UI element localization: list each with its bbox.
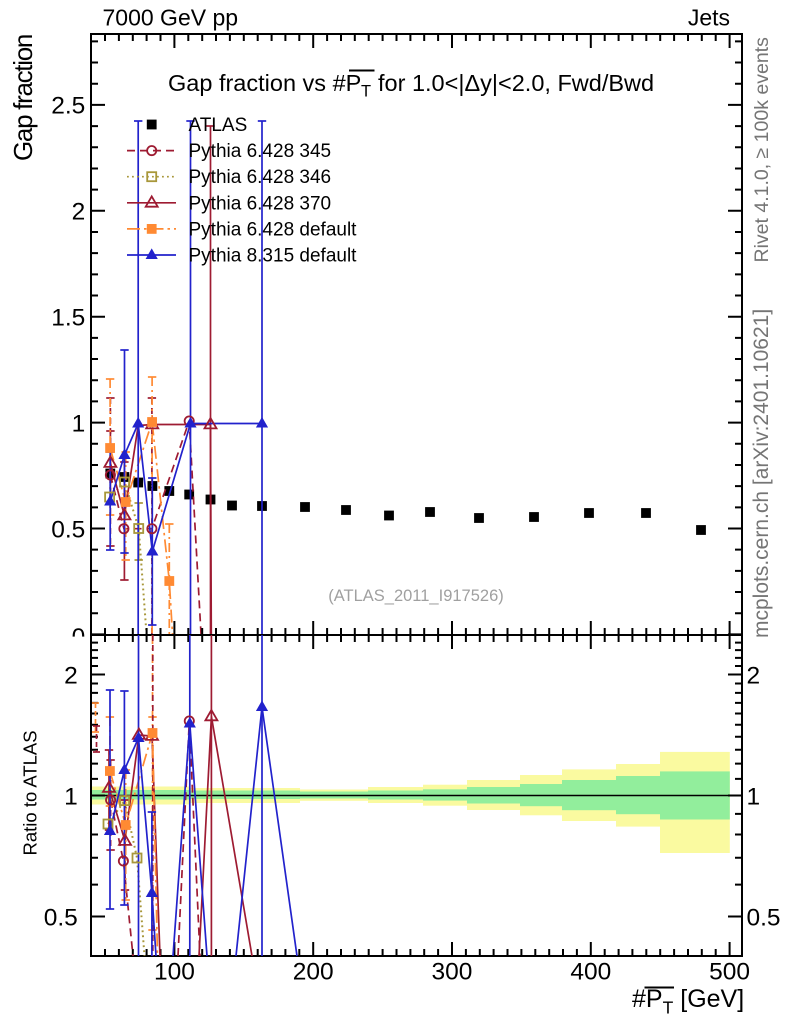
svg-text:1: 1 <box>72 410 86 437</box>
svg-text:2: 2 <box>747 662 761 689</box>
svg-text:Gap fraction vs #P: Gap fraction vs #P <box>168 70 361 96</box>
svg-text:T: T <box>361 83 371 101</box>
svg-text:Pythia 6.428 370: Pythia 6.428 370 <box>189 193 332 214</box>
svg-text:2.5: 2.5 <box>51 93 85 120</box>
svg-text:400: 400 <box>570 959 611 986</box>
svg-text:7000 GeV pp: 7000 GeV pp <box>103 5 239 31</box>
svg-text:Jets: Jets <box>688 5 730 31</box>
svg-text:0.5: 0.5 <box>44 904 78 931</box>
svg-text:Ratio to ATLAS: Ratio to ATLAS <box>20 730 41 855</box>
svg-text:(ATLAS_2011_I917526): (ATLAS_2011_I917526) <box>328 587 504 605</box>
svg-text:Rivet 4.1.0, ≥ 100k events: Rivet 4.1.0, ≥ 100k events <box>751 37 773 263</box>
svg-text:200: 200 <box>293 959 334 986</box>
svg-text:100: 100 <box>154 959 195 986</box>
svg-text:ATLAS: ATLAS <box>189 115 248 136</box>
svg-text:Pythia 6.428 default: Pythia 6.428 default <box>189 219 358 240</box>
svg-text:2: 2 <box>64 662 78 689</box>
svg-text:1.5: 1.5 <box>51 305 85 332</box>
svg-text:500: 500 <box>709 959 750 986</box>
svg-text:0.5: 0.5 <box>747 904 781 931</box>
svg-text:1: 1 <box>747 783 761 810</box>
svg-text:Pythia 6.428 346: Pythia 6.428 346 <box>189 167 332 188</box>
svg-text:Pythia 6.428 345: Pythia 6.428 345 <box>189 141 332 162</box>
svg-text:mcplots.cern.ch [arXiv:2401.10: mcplots.cern.ch [arXiv:2401.10621] <box>750 309 773 638</box>
svg-text:300: 300 <box>432 959 473 986</box>
svg-text:1: 1 <box>64 783 78 810</box>
svg-text:0.5: 0.5 <box>51 516 85 543</box>
svg-text:Gap fraction: Gap fraction <box>8 35 38 161</box>
svg-text:Pythia 8.315 default: Pythia 8.315 default <box>189 246 358 267</box>
svg-text:#PT [GeV]: #PT [GeV] <box>632 985 744 1018</box>
svg-text:2: 2 <box>72 199 86 226</box>
svg-text:for 1.0<|Δy|<2.0, Fwd/Bwd: for 1.0<|Δy|<2.0, Fwd/Bwd <box>378 70 654 96</box>
